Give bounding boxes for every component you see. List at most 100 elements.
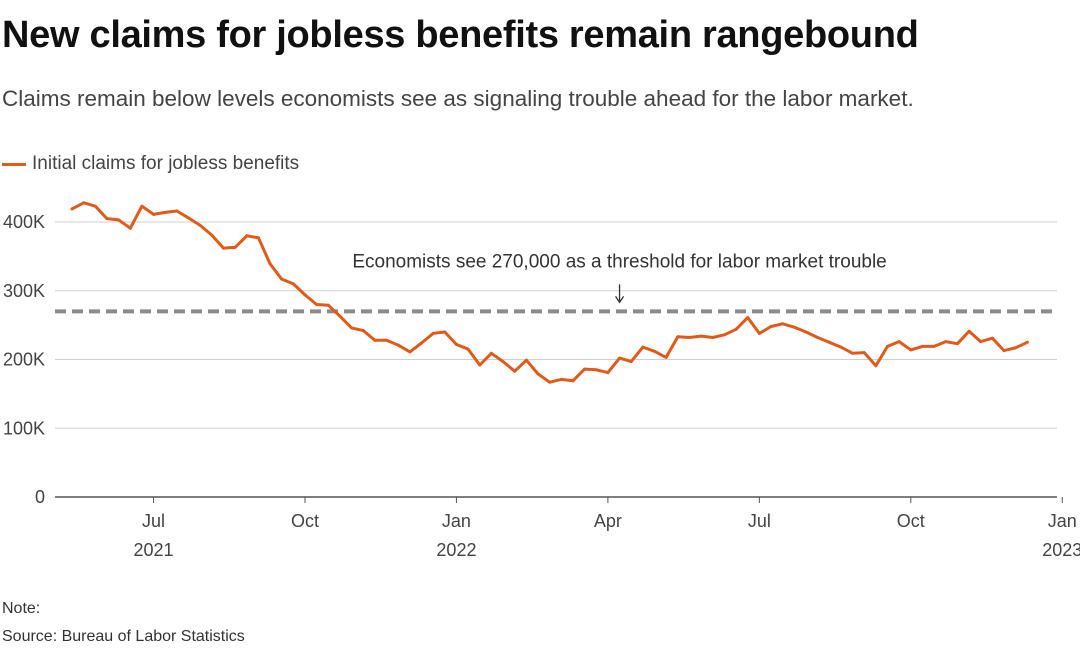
data-point	[431, 331, 435, 335]
data-point	[909, 348, 913, 352]
x-tick-label: Jul	[142, 511, 165, 531]
x-tick-label: Oct	[291, 511, 319, 531]
y-tick-label: 400K	[3, 212, 45, 232]
data-point	[245, 234, 249, 238]
data-point	[454, 342, 458, 346]
x-tick-year-label: 2022	[436, 540, 476, 560]
data-point	[862, 351, 866, 355]
footnote: Note:	[2, 600, 41, 617]
data-point	[641, 345, 645, 349]
data-point	[653, 349, 656, 353]
line-chart: 0 100K 200K 300K 400K Economists see 270,000…	[3, 201, 1080, 560]
data-point	[222, 246, 225, 250]
data-point	[746, 316, 750, 320]
data-point	[594, 368, 598, 372]
x-tick-label: Apr	[594, 511, 622, 531]
data-point	[955, 342, 959, 346]
legend: Initial claims for jobless benefits	[2, 153, 299, 175]
chart-title: New claims for jobless benefits remain r…	[2, 14, 919, 56]
data-point	[175, 209, 179, 213]
x-tick-label: Jul	[748, 511, 771, 531]
data-point	[513, 369, 517, 373]
series-line-initial-claims	[70, 201, 1029, 384]
data-point	[82, 201, 86, 205]
data-point	[163, 210, 167, 214]
y-tick-label: 100K	[3, 418, 45, 438]
data-point	[396, 343, 400, 347]
data-point	[256, 236, 260, 240]
data-point	[280, 277, 284, 281]
data-point	[408, 350, 412, 354]
data-point	[699, 334, 703, 338]
data-point	[769, 325, 773, 328]
threshold-arrow-head	[615, 296, 625, 304]
data-point	[105, 217, 109, 221]
data-point	[373, 338, 377, 342]
data-point	[979, 340, 983, 344]
y-tick-label: 200K	[3, 350, 45, 370]
series-group	[70, 201, 1029, 384]
data-point	[886, 344, 889, 348]
data-point	[420, 341, 423, 345]
data-point	[734, 327, 738, 331]
data-point	[606, 371, 610, 375]
data-point	[198, 223, 202, 227]
data-point	[816, 336, 820, 339]
x-axis: Jul 2021 Oct Jan 2022 Apr Jul Oct Jan 2023	[55, 496, 1080, 560]
data-point	[443, 330, 447, 334]
data-point	[489, 351, 493, 355]
data-point	[711, 336, 715, 339]
y-tick-label: 0	[35, 487, 45, 507]
data-point	[757, 331, 761, 335]
data-point	[676, 335, 680, 339]
data-point	[140, 204, 144, 208]
data-point	[1025, 340, 1029, 344]
data-point	[210, 233, 214, 237]
data-point	[944, 340, 948, 344]
data-point	[524, 358, 528, 362]
chart-subtitle: Claims remain below levels economists se…	[2, 86, 914, 111]
source-note: Source: Bureau of Labor Statistics	[2, 628, 245, 645]
data-point	[315, 303, 319, 306]
data-point	[536, 372, 540, 376]
data-point	[781, 322, 785, 326]
legend-label: Initial claims for jobless benefits	[32, 153, 300, 174]
data-point	[326, 303, 330, 307]
data-point	[990, 336, 994, 340]
data-point	[291, 282, 295, 286]
data-point	[268, 262, 272, 266]
x-tick-label: Jan	[442, 511, 471, 531]
data-point	[932, 344, 936, 348]
data-point	[897, 340, 901, 344]
data-point	[1002, 349, 1006, 353]
data-point	[792, 325, 796, 329]
data-point	[1014, 346, 1018, 350]
x-tick-label: Jan	[1048, 511, 1077, 531]
data-point	[571, 379, 575, 383]
data-point	[70, 207, 74, 211]
data-point	[967, 329, 971, 333]
data-point	[921, 344, 924, 348]
threshold-group: Economists see 270,000 as a threshold fo…	[55, 251, 1057, 314]
data-point	[117, 218, 121, 222]
data-point	[629, 360, 633, 364]
data-point	[839, 345, 843, 349]
data-point	[827, 340, 831, 344]
data-point	[583, 367, 587, 371]
data-point	[350, 326, 354, 330]
data-point	[478, 363, 482, 367]
data-point	[303, 293, 307, 297]
data-point	[361, 329, 365, 333]
threshold-annotation: Economists see 270,000 as a threshold fo…	[352, 251, 886, 272]
data-point	[804, 330, 808, 334]
data-point	[93, 204, 97, 208]
data-point	[548, 380, 552, 384]
y-tick-label: 300K	[3, 281, 45, 301]
gridlines: 0 100K 200K 300K 400K	[3, 212, 1057, 507]
data-point	[874, 364, 878, 368]
data-point	[128, 226, 132, 230]
data-point	[559, 377, 563, 381]
data-point	[618, 356, 622, 360]
data-point	[152, 212, 156, 216]
data-point	[501, 360, 505, 364]
